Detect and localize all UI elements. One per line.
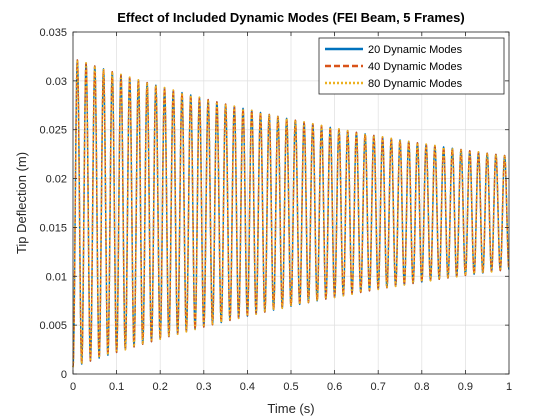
x-tick-label: 0.4	[240, 381, 255, 393]
y-tick-label: 0	[61, 369, 67, 381]
legend-label-20-modes: 20 Dynamic Modes	[368, 44, 463, 56]
y-tick-label: 0.015	[39, 222, 67, 234]
x-tick-label: 0	[70, 381, 76, 393]
legend-label-80-modes: 80 Dynamic Modes	[368, 78, 463, 90]
y-tick-label: 0.005	[39, 320, 67, 332]
x-tick-label: 0.9	[458, 381, 473, 393]
x-tick-label: 0.1	[109, 381, 124, 393]
x-tick-label: 0.5	[283, 381, 298, 393]
x-tick-label: 0.2	[153, 381, 168, 393]
x-tick-label: 0.6	[327, 381, 342, 393]
x-tick-label: 1	[506, 381, 512, 393]
y-tick-label: 0.02	[46, 174, 67, 186]
series-layer	[72, 59, 510, 368]
x-tick-label: 0.7	[371, 381, 386, 393]
x-axis-label: Time (s)	[267, 401, 314, 416]
legend-label-40-modes: 40 Dynamic Modes	[368, 61, 463, 73]
y-tick-label: 0.035	[39, 27, 67, 39]
legend-box	[318, 37, 505, 95]
chart-title: Effect of Included Dynamic Modes (FEI Be…	[117, 10, 464, 25]
y-axis-label: Tip Deflection (m)	[14, 152, 29, 254]
y-tick-label: 0.025	[39, 125, 67, 137]
legend: 20 Dynamic Modes 40 Dynamic Modes 80 Dyn…	[318, 37, 505, 95]
x-tick-label: 0.8	[414, 381, 429, 393]
series-line-2	[72, 59, 510, 368]
x-tick-label: 0.3	[196, 381, 211, 393]
ticks: 0 0.1 0.2 0.3 0.4 0.5 0.6 0.7 0.8 0.9 1 0 0.005 0.01 0…	[39, 27, 512, 393]
y-tick-label: 0.03	[46, 76, 67, 88]
y-tick-label: 0.01	[46, 271, 67, 283]
